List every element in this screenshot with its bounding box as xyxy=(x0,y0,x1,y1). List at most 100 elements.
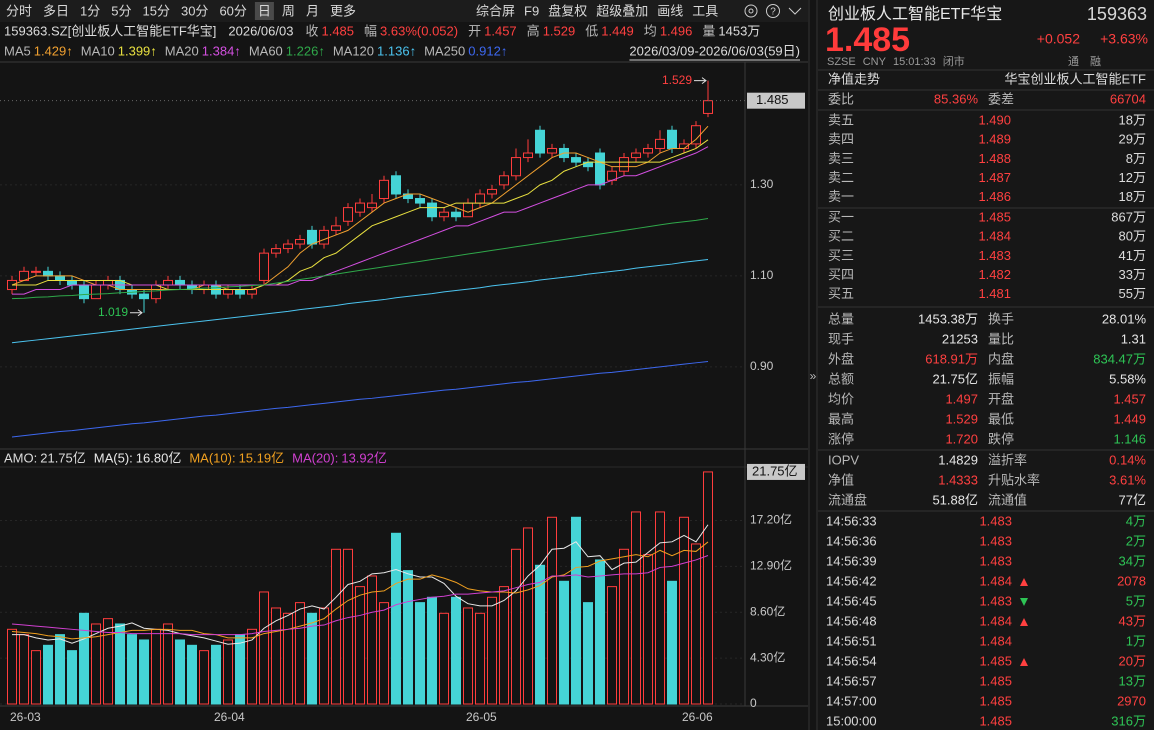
toolbar-button[interactable]: F9 xyxy=(524,3,539,18)
toolbar-button[interactable]: 月 xyxy=(306,3,319,18)
trade-volume: 13万 xyxy=(1119,673,1146,688)
toolbar-button[interactable]: 1分 xyxy=(80,3,100,18)
trade-time: 14:56:48 xyxy=(826,613,877,628)
info-value: 1.496 xyxy=(660,23,693,38)
candle-body xyxy=(151,284,161,300)
toolbar-button[interactable]: 5分 xyxy=(111,3,131,18)
legend-name: MA60 xyxy=(249,43,283,58)
stat-value: 1.31 xyxy=(1121,331,1146,346)
candle-body xyxy=(55,275,65,281)
nav-link[interactable]: 净值走势 xyxy=(828,71,880,86)
legend-name: MA120 xyxy=(333,43,374,58)
toolbar-button[interactable]: 超级叠加 xyxy=(596,3,648,18)
volume-bar xyxy=(319,607,329,705)
volume-bar xyxy=(271,607,281,705)
toolbar-button[interactable]: 综合屏 xyxy=(476,3,515,18)
trade-price: 1.485 xyxy=(979,713,1012,728)
toolbar-button[interactable]: 日 xyxy=(258,3,271,18)
toolbar-button[interactable]: 盘复权 xyxy=(548,3,587,18)
volume-bar xyxy=(175,639,185,705)
volume-bar xyxy=(391,532,401,705)
volume-bar xyxy=(235,634,245,705)
volume-bar xyxy=(499,586,509,705)
candle-body xyxy=(427,202,437,218)
trade-volume: 1万 xyxy=(1126,633,1146,648)
volume-bar xyxy=(427,596,437,705)
stat-label: 净值 xyxy=(828,472,854,487)
stat-value: 1.449 xyxy=(1113,411,1146,426)
volume-bar xyxy=(535,564,545,705)
stat-value: 834.47万 xyxy=(1093,351,1146,366)
legend-name: MA5 xyxy=(4,43,31,58)
volume-bar xyxy=(67,650,77,705)
toolbar-button[interactable]: 周 xyxy=(282,3,295,18)
volume-bar xyxy=(415,602,425,705)
ma-line xyxy=(11,125,709,291)
book-volume: 12万 xyxy=(1119,170,1146,185)
candle-body xyxy=(511,157,521,177)
book-volume: 8万 xyxy=(1126,151,1146,166)
volume-bar xyxy=(463,607,473,705)
last-volume-box xyxy=(747,463,805,480)
candle-body xyxy=(295,238,305,245)
trade-volume: 2970 xyxy=(1117,693,1146,708)
candle-body xyxy=(595,152,605,186)
candle-body xyxy=(307,229,317,245)
toolbar-button[interactable]: 画线 xyxy=(657,3,683,18)
trade-time: 14:56:39 xyxy=(826,553,877,568)
trade-volume: 5万 xyxy=(1126,593,1146,608)
candle-body xyxy=(535,129,545,154)
book-volume: 41万 xyxy=(1119,248,1146,263)
quote-meta: SZSE xyxy=(827,56,856,68)
volume-bar xyxy=(379,602,389,705)
candle-body xyxy=(667,129,677,149)
volume-bar xyxy=(679,516,689,705)
volume-bar xyxy=(307,612,317,705)
candle-body xyxy=(247,289,257,295)
volume-bar xyxy=(643,554,653,705)
trade-arrow xyxy=(1020,578,1028,586)
toolbar-button[interactable]: 分时 xyxy=(6,3,32,18)
volume-bar xyxy=(55,634,65,705)
book-volume: 33万 xyxy=(1119,267,1146,282)
last-price-box xyxy=(747,92,805,109)
volume-bar xyxy=(331,548,341,705)
trade-time: 14:57:00 xyxy=(826,693,877,708)
book-price: 1.488 xyxy=(978,151,1011,166)
settings-icon[interactable] xyxy=(744,4,758,18)
info-value: 1.449 xyxy=(601,23,634,38)
stat-value: 51.88亿 xyxy=(932,492,978,507)
candle-body xyxy=(631,152,641,159)
collapse-button[interactable]: » xyxy=(810,369,817,383)
y-tick-label: 12.90亿 xyxy=(750,558,792,573)
toolbar-bg xyxy=(0,0,808,22)
trade-time: 14:56:36 xyxy=(826,533,877,548)
volume-bar xyxy=(43,644,53,705)
volume-bar xyxy=(7,628,17,705)
stat-label: 均价 xyxy=(828,391,854,406)
toolbar-button[interactable]: 多日 xyxy=(43,3,69,18)
toolbar-button[interactable]: 30分 xyxy=(181,3,208,18)
volume-ma-line xyxy=(11,555,709,636)
stat-label: 升贴水率 xyxy=(988,472,1040,487)
trade-price: 1.483 xyxy=(979,593,1012,608)
toolbar-button[interactable]: 15分 xyxy=(143,3,170,18)
toolbar-button[interactable]: 60分 xyxy=(219,3,246,18)
trade-volume: 316万 xyxy=(1111,713,1146,728)
candle-body xyxy=(283,243,293,250)
x-tick-label: 26-04 xyxy=(214,710,245,724)
info-value: 3.63%(0.052) xyxy=(380,23,458,38)
trade-volume: 43万 xyxy=(1119,613,1146,628)
book-price: 1.490 xyxy=(978,112,1011,127)
book-price: 1.482 xyxy=(978,267,1011,282)
toolbar-button[interactable]: 工具 xyxy=(692,3,718,18)
dropdown-icon[interactable] xyxy=(788,7,802,15)
book-price: 1.481 xyxy=(978,286,1011,301)
book-label: 卖三 xyxy=(828,151,854,166)
book-volume: 867万 xyxy=(1111,209,1146,224)
volume-bar xyxy=(703,471,713,705)
candle-body xyxy=(643,147,653,154)
toolbar-button[interactable]: 更多 xyxy=(330,3,356,18)
help-icon[interactable] xyxy=(766,4,780,18)
